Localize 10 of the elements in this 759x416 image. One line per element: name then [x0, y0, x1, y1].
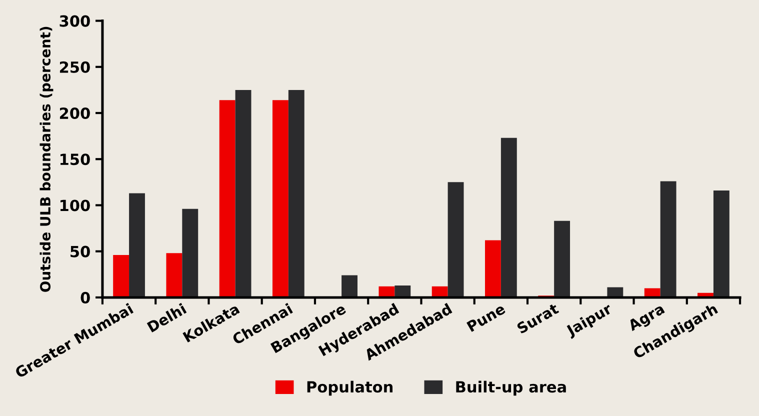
legend-label: Populaton — [307, 380, 392, 396]
y-axis-title: Outside ULB boundaries (percent) — [40, 26, 54, 292]
y-tick-label: 50 — [70, 246, 90, 258]
y-tick-label: 0 — [80, 292, 90, 304]
y-tick-label: 100 — [60, 200, 90, 212]
y-tick-label: 200 — [60, 107, 90, 120]
y-tick-label: 250 — [60, 61, 90, 73]
y-tick-label: 300 — [60, 15, 90, 27]
legend-label: Built-up area — [456, 380, 566, 396]
y-tick-label: 150 — [60, 154, 90, 166]
